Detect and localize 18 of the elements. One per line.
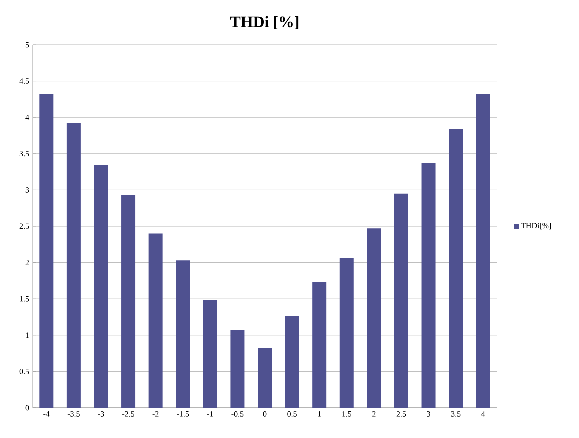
bar [367,228,382,408]
bar [340,258,354,408]
bar [122,195,136,408]
chart-title: THDi [%] [230,16,299,30]
bar [258,348,272,408]
bar [449,129,464,408]
bar [94,166,108,408]
bar [203,300,218,408]
bar [285,316,300,408]
bar [176,260,190,408]
bar [40,94,54,408]
bar [476,94,490,408]
bar [312,282,327,408]
bar [422,163,436,408]
bar [230,330,245,408]
bar [148,234,163,408]
bar [66,123,81,408]
bar [394,194,408,408]
